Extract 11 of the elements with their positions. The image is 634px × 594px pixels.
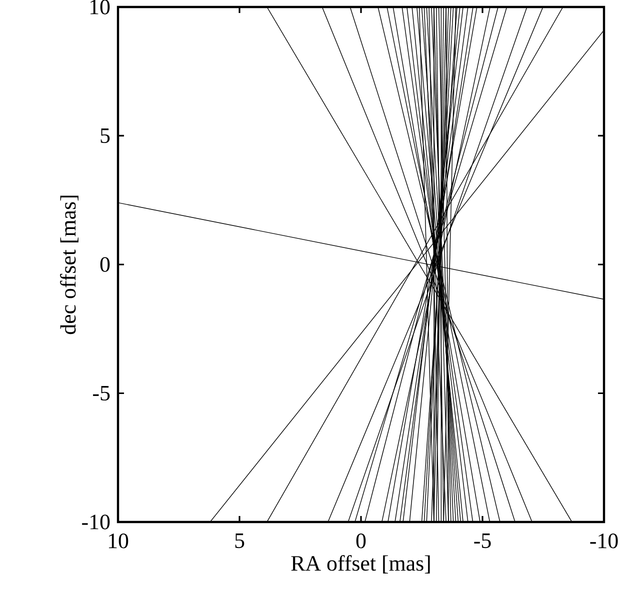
x-tick-label: 5 (235, 534, 244, 548)
y-tick-label: 10 (90, 0, 110, 14)
x-tick-label: -5 (474, 534, 491, 548)
y-tick-label: 5 (100, 128, 110, 144)
x-axis-title: RA offset [mas] (291, 555, 430, 574)
x-tick-label: -10 (590, 534, 618, 548)
y-tick-label: -10 (82, 514, 110, 530)
y-tick-label: 0 (100, 257, 110, 272)
y-tick-label: -5 (93, 386, 110, 401)
x-tick-label: 0 (356, 534, 366, 548)
y-axis-title: dec offset [mas] (60, 196, 78, 334)
